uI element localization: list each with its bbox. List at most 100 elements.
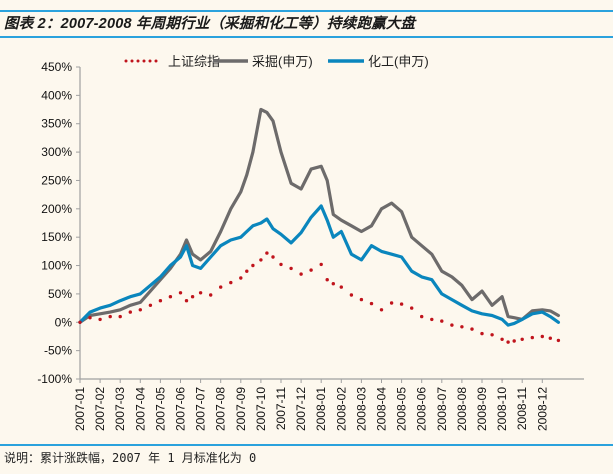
x-tick-label: 2008-07	[435, 387, 449, 431]
legend-chemical-label: 化工(申万)	[368, 54, 429, 69]
y-tick-label: 300%	[41, 145, 72, 159]
legend-mining-label: 采掘(申万)	[252, 54, 313, 69]
shanghai-point	[420, 314, 424, 319]
shanghai-point	[239, 276, 243, 280]
title-bottom-rule	[0, 36, 613, 38]
mining-series-line	[78, 107, 560, 324]
shanghai-point	[389, 301, 394, 305]
x-tick-label: 2007-10	[254, 387, 268, 431]
x-tick-label: 2007-08	[214, 387, 228, 431]
shanghai-point	[512, 339, 516, 343]
y-tick-label: 150%	[41, 230, 72, 244]
legend: 上证综指 采掘(申万) 化工(申万)	[124, 54, 429, 69]
shanghai-point	[540, 334, 544, 339]
shanghai-point	[490, 333, 494, 337]
shanghai-point	[178, 291, 183, 295]
shanghai-point	[108, 314, 112, 319]
shanghai-point	[148, 303, 153, 307]
y-tick-label: 400%	[41, 88, 72, 102]
axes: -100% -50% 0% 50% 100% 150% 200% 250% 300% 350% 40…	[37, 60, 584, 431]
shanghai-point	[349, 293, 354, 297]
shanghai-point	[245, 269, 249, 273]
legend-shanghai-marker	[130, 59, 134, 63]
shanghai-point	[440, 319, 444, 323]
legend-shanghai-label: 上证综指	[168, 54, 220, 69]
shanghai-point	[158, 299, 163, 303]
shanghai-point	[480, 331, 484, 336]
shanghai-point	[128, 310, 132, 314]
shanghai-point	[556, 338, 561, 343]
x-tick-label: 2008-10	[495, 387, 509, 431]
shanghai-point	[265, 251, 269, 255]
legend-shanghai-marker	[148, 59, 152, 63]
shanghai-point	[88, 316, 92, 320]
legend-shanghai-marker	[142, 59, 146, 63]
y-tick-label: 250%	[41, 173, 72, 187]
x-tick-label: 2007-06	[174, 387, 188, 431]
shanghai-point	[430, 317, 434, 322]
shanghai-point	[198, 291, 203, 295]
shanghai-point	[190, 295, 195, 299]
y-tick-label: -100%	[37, 372, 72, 386]
shanghai-point	[289, 266, 293, 271]
shanghai-point	[450, 323, 454, 327]
x-tick-label: 2007-09	[234, 387, 248, 431]
footer-rule	[0, 444, 613, 446]
shanghai-point	[359, 297, 364, 302]
shanghai-point	[209, 293, 213, 297]
chart-title: 图表 2：2007-2008 年周期行业（采掘和化工等）持续跑赢大盘	[4, 16, 416, 32]
x-tick-label: 2007-12	[294, 387, 308, 431]
shanghai-point	[506, 340, 510, 344]
shanghai-point	[319, 262, 323, 267]
shanghai-point	[219, 285, 223, 289]
shanghai-point	[299, 272, 303, 276]
x-tick-label: 2008-03	[354, 387, 368, 431]
x-tick-label: 2007-03	[113, 387, 127, 431]
shanghai-point	[309, 268, 313, 272]
x-tick-label: 2007-04	[133, 387, 147, 431]
x-tick-label: 2008-08	[455, 387, 469, 431]
shanghai-point	[399, 302, 404, 306]
shanghai-point	[500, 337, 504, 341]
y-tick-label: 0%	[55, 315, 73, 329]
x-tick-label: 2008-04	[375, 387, 389, 431]
shanghai-point	[118, 314, 122, 319]
shanghai-point	[548, 336, 552, 340]
y-tick-label: 450%	[41, 60, 72, 74]
shanghai-point	[229, 280, 233, 285]
x-tick-label: 2008-01	[314, 387, 328, 431]
legend-shanghai-marker	[124, 59, 128, 63]
shanghai-point	[410, 306, 414, 310]
x-tick-label: 2007-05	[153, 387, 167, 431]
shanghai-point	[98, 317, 102, 322]
x-tick-label: 2008-02	[334, 387, 348, 431]
shanghai-point	[460, 325, 464, 329]
title-top-rule	[0, 10, 613, 12]
shanghai-point	[78, 320, 82, 324]
shanghai-point	[168, 295, 173, 299]
shanghai-point	[379, 308, 384, 312]
y-tick-label: 50%	[48, 287, 72, 301]
y-tick-label: 200%	[41, 202, 72, 216]
shanghai-point	[520, 337, 524, 341]
x-tick-label: 2008-06	[415, 387, 429, 431]
shanghai-point	[530, 335, 534, 340]
x-tick-label: 2007-07	[194, 387, 208, 431]
shanghai-point	[251, 263, 255, 268]
legend-shanghai-marker	[154, 59, 158, 63]
shanghai-point	[184, 299, 189, 303]
x-tick-label: 2008-11	[515, 387, 529, 430]
y-tick-label: 100%	[41, 259, 72, 273]
shanghai-point	[325, 278, 329, 282]
shanghai-point	[271, 255, 275, 259]
shanghai-point	[470, 327, 474, 331]
footnote: 说明：累计涨跌幅，2007 年 1 月标准化为 0	[4, 451, 257, 465]
x-tick-label: 2008-12	[535, 387, 549, 431]
x-tick-label: 2008-05	[395, 387, 409, 431]
shanghai-point	[331, 282, 335, 286]
shanghai-point	[259, 258, 263, 262]
y-tick-label: -50%	[44, 344, 72, 358]
shanghai-point	[339, 285, 343, 289]
x-tick-label: 2007-02	[93, 387, 107, 431]
